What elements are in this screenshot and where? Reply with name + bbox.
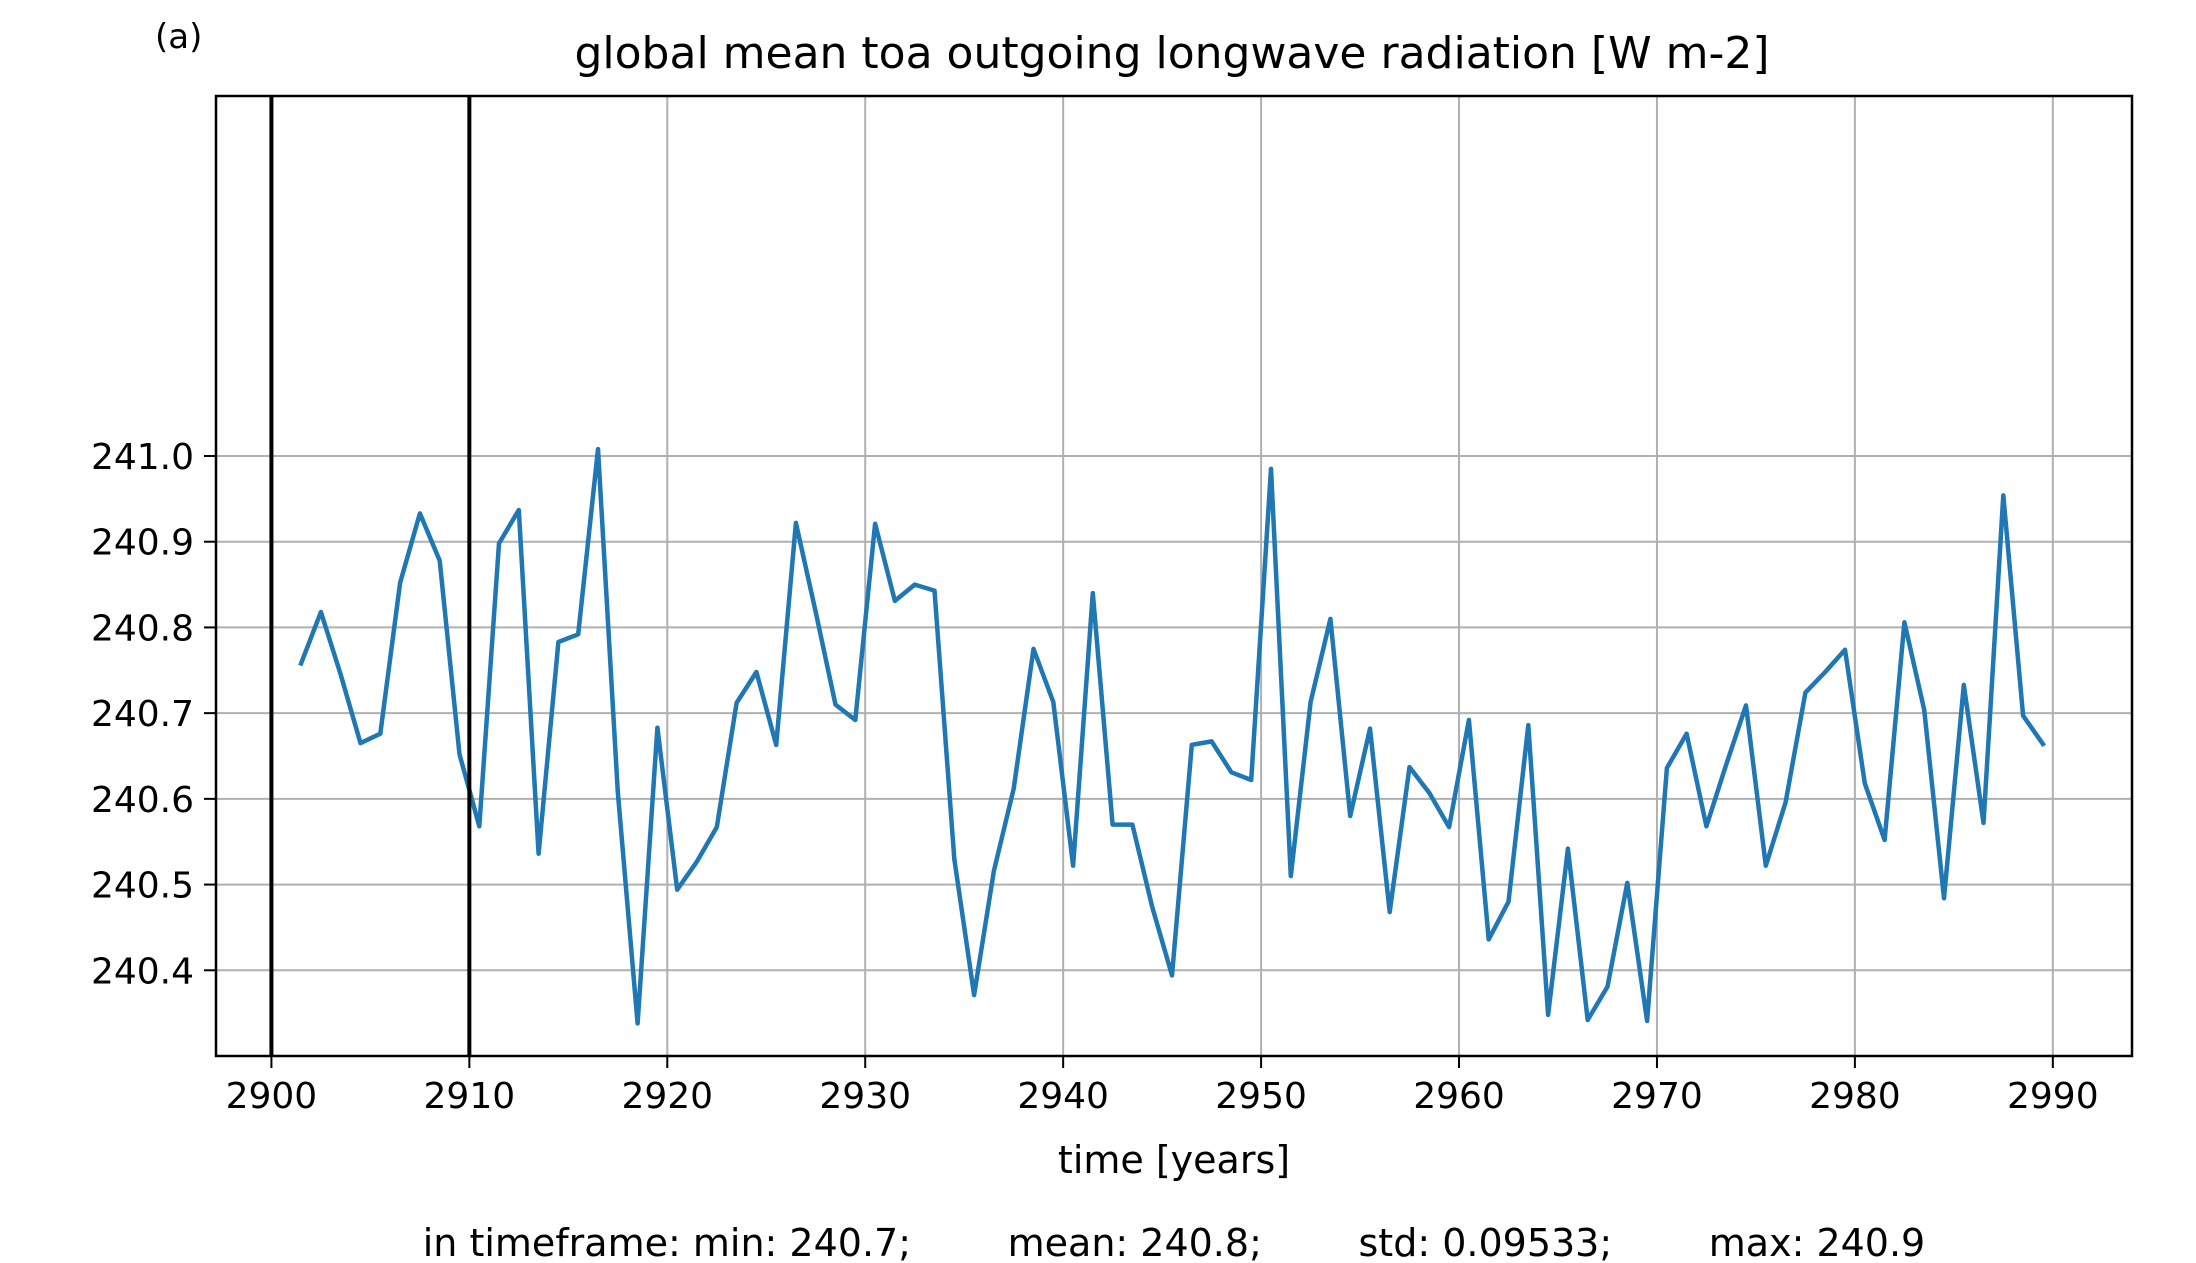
stats-summary: in timeframe: min: 240.7; mean: 240.8; s… xyxy=(423,1221,1926,1263)
x-tick-label: 2900 xyxy=(226,1076,318,1117)
x-axis-ticks: 2900 2910 2920 2930 2940 2950 2960 2970 2980 2990 xyxy=(226,1056,2099,1117)
x-tick-label: 2920 xyxy=(621,1076,713,1117)
x-tick-label: 2960 xyxy=(1413,1076,1505,1117)
y-tick-label: 240.5 xyxy=(91,866,194,907)
x-tick-label: 2940 xyxy=(1017,1076,1109,1117)
y-tick-label: 240.7 xyxy=(91,694,194,735)
y-tick-label: 241.0 xyxy=(91,437,194,478)
y-tick-label: 240.9 xyxy=(91,523,194,564)
y-tick-label: 240.6 xyxy=(91,780,194,821)
x-tick-label: 2910 xyxy=(424,1076,516,1117)
x-axis-title: time [years] xyxy=(1058,1138,1290,1182)
series-line xyxy=(298,446,2047,1026)
plot-area-frame xyxy=(214,94,2134,1058)
y-tick-label: 240.4 xyxy=(91,951,194,992)
vertical-marker-lines xyxy=(269,96,472,1056)
x-tick-label: 2970 xyxy=(1611,1076,1703,1117)
y-tick-label: 240.8 xyxy=(91,608,194,649)
panel-label: (a) xyxy=(155,17,202,57)
series-lines xyxy=(298,446,2047,1026)
x-tick-label: 2950 xyxy=(1215,1076,1307,1117)
y-axis-ticks: 240.4 240.5 240.6 240.7 240.8 240.9 241.0 xyxy=(91,437,216,992)
x-tick-label: 2980 xyxy=(1809,1076,1901,1117)
x-tick-label: 2990 xyxy=(2007,1076,2099,1117)
chart-title: global mean toa outgoing longwave radiat… xyxy=(574,28,1769,79)
x-tick-label: 2930 xyxy=(819,1076,911,1117)
